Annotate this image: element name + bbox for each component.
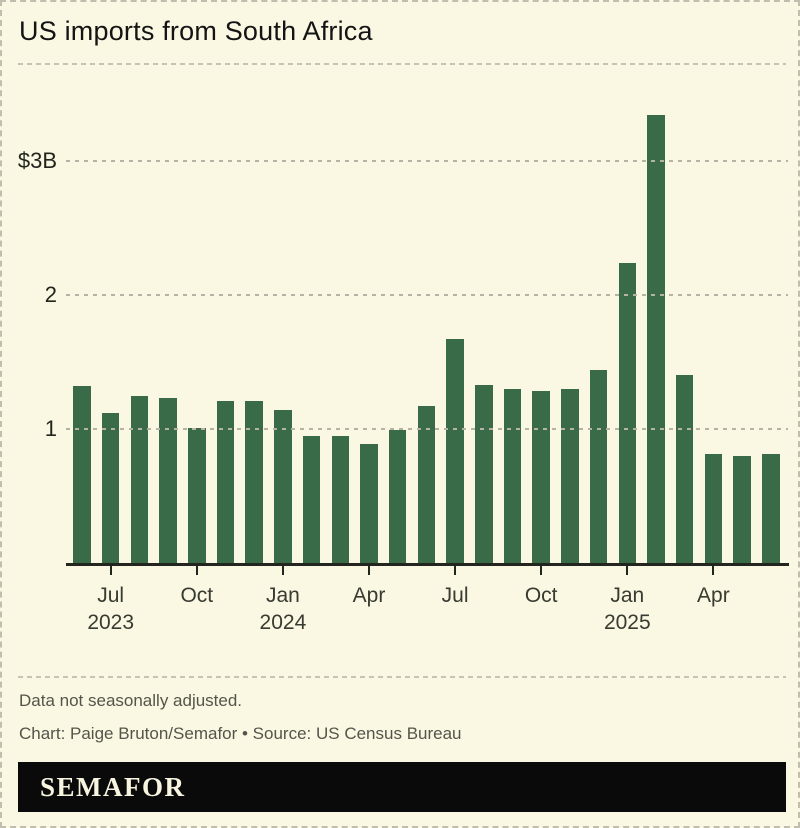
x-axis-line: [66, 563, 789, 566]
x-tick-label-jul2023: Jul: [97, 584, 125, 607]
bar-feb-2025: [647, 115, 665, 563]
bar-jan-2024: [274, 410, 292, 563]
y-gridline-2: [66, 294, 788, 296]
x-tick-label-jan2024: Jan: [265, 584, 300, 607]
chart-title: US imports from South Africa: [19, 16, 373, 46]
bar-apr-2025: [704, 454, 723, 563]
title-divider: [18, 63, 786, 65]
bar-aug-2023: [130, 395, 149, 563]
chart-note: Data not seasonally adjusted.: [19, 691, 243, 710]
bar-sep-2024: [503, 388, 522, 563]
x-tick-label-oct: Oct: [180, 584, 214, 607]
x-year-label-2024: 2024: [259, 611, 307, 634]
bar-aug-2024: [475, 384, 493, 563]
y-tick-label-2: 2: [44, 282, 57, 307]
bar-nov-2024: [561, 388, 579, 563]
bar-jun-2023: [73, 386, 91, 563]
bar-may-2025: [733, 455, 751, 563]
bar-jun-2025: [762, 454, 780, 563]
x-tick-oct: [195, 566, 198, 575]
x-year-label-2025: 2025: [603, 611, 651, 634]
x-tick-apr: [712, 566, 715, 575]
x-year-label-2023: 2023: [87, 611, 135, 634]
x-tick-label-jul: Jul: [441, 584, 469, 607]
x-tick-jul2023: [109, 566, 112, 575]
bar-mar-2024: [331, 435, 350, 563]
bar-jul-2023: [101, 412, 120, 563]
y-tick-label-1: 1: [44, 416, 57, 441]
bar-nov-2023: [216, 400, 235, 563]
bar-oct-2023: [188, 427, 206, 563]
bar-mar-2025: [675, 375, 694, 563]
y-gridline-1: [66, 428, 788, 430]
bar-may-2024: [388, 430, 407, 563]
chart-credit: Chart: Paige Bruton/Semafor • Source: US…: [19, 724, 462, 743]
plot-area: [2, 92, 798, 563]
bar-sep-2023: [159, 398, 177, 563]
x-tick-jan2024: [281, 566, 284, 575]
y-gridline-3: [66, 160, 788, 162]
bar-oct-2024: [532, 391, 550, 563]
x-tick-label-apr: Apr: [352, 584, 386, 607]
bar-feb-2024: [302, 435, 321, 563]
x-tick-apr: [368, 566, 370, 575]
x-tick-label-oct: Oct: [524, 584, 558, 607]
bar-jun-2024: [417, 406, 436, 563]
bar-apr-2024: [360, 443, 378, 563]
x-tick-label-jan2025: Jan: [610, 584, 645, 607]
x-tick-label-apr: Apr: [697, 584, 730, 607]
semafor-logo: SEMAFOR: [40, 771, 186, 802]
bar-jan-2025: [618, 262, 637, 563]
x-tick-jan2025: [626, 566, 629, 575]
x-tick-jul: [454, 566, 457, 575]
bar-jul-2024: [446, 339, 464, 563]
chart: $3B 2 1 Jul 2023 Oct Jan 2024 Apr Jul Oct Jan 2025 Ap…: [2, 92, 798, 652]
y-tick-label-3: $3B: [17, 148, 57, 173]
footer-divider: [18, 676, 786, 678]
bar-dec-2023: [245, 400, 263, 563]
x-tick-oct: [540, 566, 543, 575]
bar-dec-2024: [589, 370, 608, 563]
semafor-logo-bar: SEMAFOR: [18, 762, 786, 812]
